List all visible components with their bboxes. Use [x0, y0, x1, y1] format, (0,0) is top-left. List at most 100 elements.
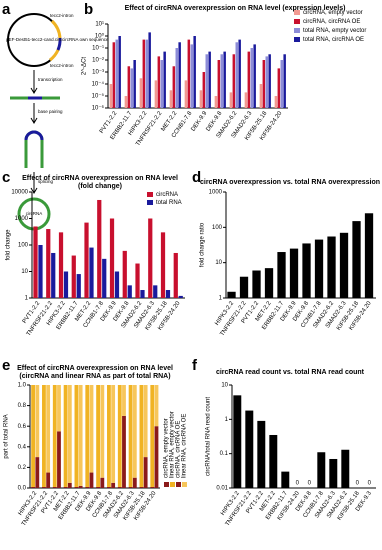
bar	[190, 44, 193, 108]
y-tick-label: 1000	[15, 216, 29, 222]
bar	[245, 410, 254, 488]
hairpin	[24, 130, 44, 168]
bar	[280, 60, 283, 108]
bar	[165, 290, 171, 298]
bar-segment	[143, 457, 148, 488]
bar	[178, 42, 181, 108]
y-tick-label: 10	[21, 269, 28, 275]
intron-arc	[50, 19, 62, 39]
bar	[130, 68, 133, 108]
bar	[84, 222, 89, 298]
bar	[252, 270, 261, 298]
y-tick-label: 0.6	[18, 424, 27, 430]
hairpin-circ	[24, 130, 44, 141]
chart-title: Effect of circRNA overexpression on RNA …	[22, 175, 178, 182]
step-label: transcription	[38, 77, 63, 82]
bar	[220, 54, 223, 108]
y-tick-label: 10000	[11, 190, 28, 196]
bar	[239, 276, 249, 298]
circ-arc	[56, 37, 62, 51]
panel-letter: c	[2, 169, 10, 186]
bar-segment	[122, 415, 126, 488]
bar	[202, 72, 206, 108]
bar	[118, 36, 121, 108]
bar-segment	[31, 385, 35, 487]
bar-segment	[139, 385, 144, 487]
bar	[327, 236, 336, 298]
bar	[253, 44, 256, 108]
bar-segment	[63, 385, 68, 487]
bar	[71, 255, 76, 298]
legend-label: total RNA, circRNA OE	[303, 37, 364, 43]
bar-segment	[35, 385, 40, 458]
legend-label: linear RNA, empty vector	[170, 411, 176, 478]
bar	[109, 218, 115, 298]
legend-swatch	[182, 482, 187, 487]
data-label: 0	[308, 481, 312, 487]
panel-letter: d	[192, 169, 201, 186]
chart-title: (fold change)	[78, 183, 122, 190]
y-tick-label: 0.01	[216, 486, 228, 492]
y-axis-label: fold change ratio	[200, 222, 206, 267]
y-tick-label: 0.4	[18, 444, 27, 450]
legend-swatch	[294, 37, 300, 42]
bar	[199, 90, 203, 108]
legend-swatch	[147, 192, 153, 197]
bar-segment	[67, 385, 72, 483]
panel-letter: a	[2, 1, 11, 18]
bar	[244, 92, 248, 108]
bar-segment	[31, 486, 35, 488]
bar-segment	[96, 385, 100, 487]
bar	[63, 271, 69, 298]
bar	[139, 78, 143, 108]
bar	[154, 80, 158, 108]
bar	[257, 420, 266, 488]
bar-segment	[42, 385, 46, 487]
bar	[175, 48, 178, 108]
legend-swatch	[170, 482, 175, 487]
chart-title: Effect of circRNA overexpression on RNA …	[125, 5, 346, 12]
legend-swatch	[294, 28, 300, 33]
panel-letter: f	[192, 357, 198, 374]
bar	[341, 449, 350, 488]
chart: e Effect of circRNA overexpression on RNA…	[2, 357, 188, 527]
bar-segment	[111, 482, 116, 488]
legend-label: linear RNA, circRNA OE	[182, 414, 188, 478]
y-axis-label: fold change	[6, 229, 12, 261]
bar-segment	[107, 486, 111, 488]
bar-segment	[96, 486, 100, 488]
bar-segment	[85, 486, 90, 488]
bar	[274, 96, 278, 108]
bar	[160, 60, 163, 108]
bar	[127, 285, 132, 298]
y-tick-label: 100	[212, 225, 223, 231]
label: tecc2-intron	[50, 63, 74, 68]
bar	[277, 252, 286, 298]
data-label: 0	[356, 481, 360, 487]
bar-segment	[57, 431, 61, 488]
panel-letter: b	[84, 1, 93, 18]
step-label: base pairing	[38, 109, 63, 114]
bar-segment	[122, 385, 126, 416]
y-tick-label: 10⁻⁵	[92, 93, 105, 100]
chart-title: Effect of circRNA overexpression on RNA …	[17, 365, 173, 372]
bar	[281, 471, 290, 488]
bar	[184, 80, 188, 108]
y-tick-label: 10	[215, 260, 222, 266]
bar	[33, 226, 38, 298]
bar-segment	[154, 426, 159, 488]
bar	[283, 54, 286, 108]
bar	[238, 39, 241, 108]
y-tick-label: 0.2	[18, 465, 27, 471]
y-tick-label: 10⁻⁶	[92, 105, 105, 112]
bar	[269, 434, 278, 488]
y-tick-label: 10¹	[95, 22, 104, 28]
y-tick-label: 0.8	[18, 403, 27, 409]
bar	[247, 51, 251, 108]
legend-swatch	[147, 200, 153, 205]
legend-swatch	[294, 10, 300, 15]
bar-segment	[132, 385, 137, 478]
chart: b Effect of circRNA overexpression on RNA…	[82, 1, 367, 147]
bar	[122, 250, 127, 298]
bar	[339, 232, 349, 298]
